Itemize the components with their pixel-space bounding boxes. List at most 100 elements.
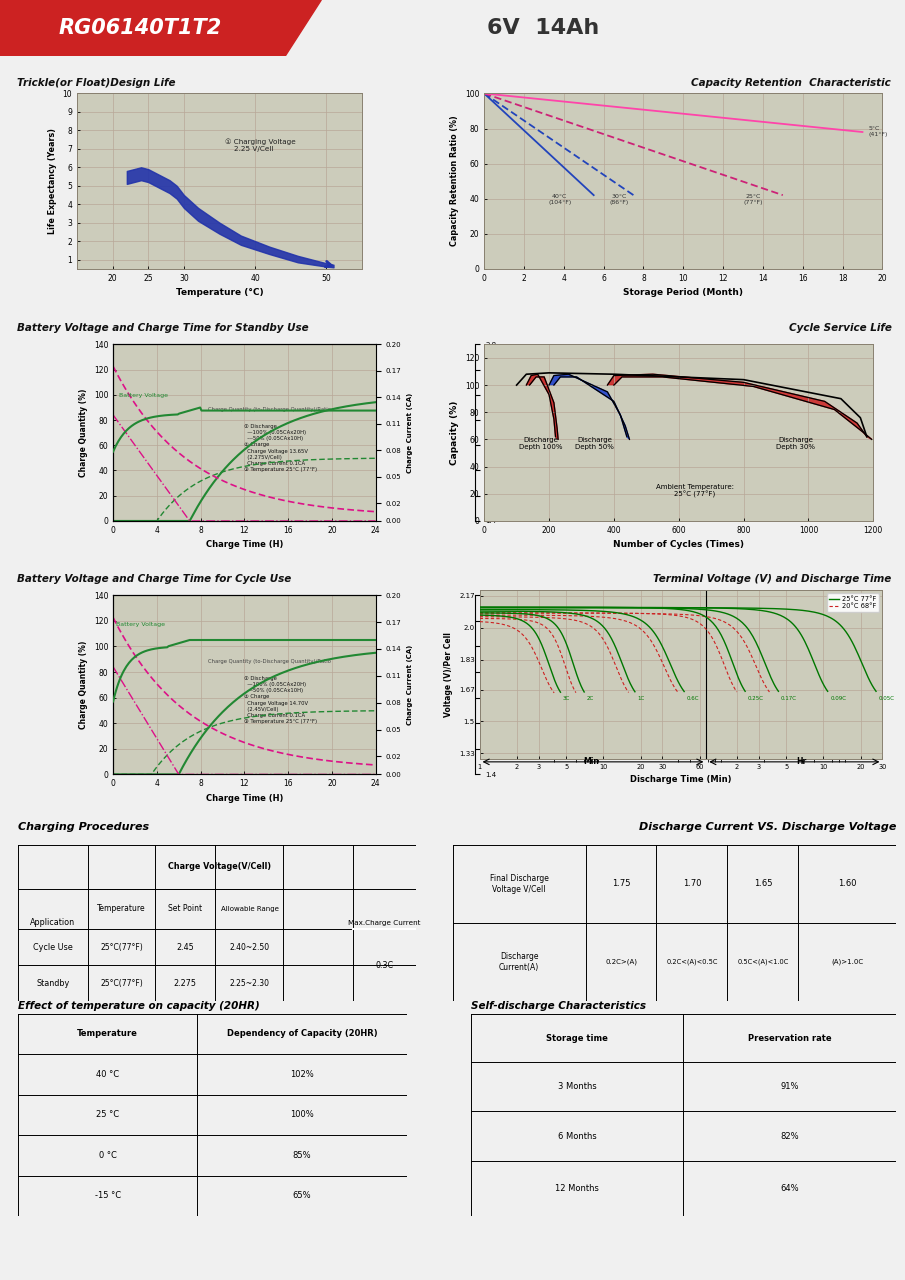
Text: 6V  14Ah: 6V 14Ah [487,18,599,38]
Text: 91%: 91% [780,1082,799,1091]
Text: 85%: 85% [293,1151,311,1160]
Text: 2.275: 2.275 [174,978,197,987]
Text: 0.2C>(A): 0.2C>(A) [605,959,637,965]
Text: Max.Charge Current: Max.Charge Current [348,920,421,925]
X-axis label: Storage Period (Month): Storage Period (Month) [624,288,743,297]
Text: Discharge
Depth 50%: Discharge Depth 50% [575,436,614,451]
Text: 0.05C: 0.05C [879,696,895,701]
Text: 40°C
(104°F): 40°C (104°F) [548,195,571,205]
Text: 82%: 82% [780,1132,799,1140]
Y-axis label: Charge Quantity (%): Charge Quantity (%) [80,640,88,730]
Y-axis label: Charge Quantity (%): Charge Quantity (%) [80,388,88,477]
Y-axis label: Charge Current (CA): Charge Current (CA) [406,645,413,724]
Y-axis label: Life Expectancy (Years): Life Expectancy (Years) [48,128,57,234]
X-axis label: Discharge Time (Min): Discharge Time (Min) [630,776,732,785]
Text: Cycle Use: Cycle Use [33,942,72,951]
Text: 64%: 64% [780,1184,799,1193]
Y-axis label: Capacity (%): Capacity (%) [451,401,459,465]
Text: Self-discharge Characteristics: Self-discharge Characteristics [471,1001,645,1011]
Text: Final Discharge
Voltage V/Cell: Final Discharge Voltage V/Cell [490,874,548,893]
Text: Charging Procedures: Charging Procedures [18,822,149,832]
Text: 40 °C: 40 °C [96,1070,119,1079]
Text: 2C: 2C [586,696,594,701]
Text: 0.3C: 0.3C [376,960,394,969]
X-axis label: Charge Time (H): Charge Time (H) [205,540,283,549]
Text: Set Point: Set Point [168,905,203,914]
Text: Allowable Range: Allowable Range [221,906,279,911]
Text: 1.75: 1.75 [612,879,630,888]
Text: Preservation rate: Preservation rate [748,1033,832,1042]
Polygon shape [527,374,558,439]
Text: Discharge
Current(A): Discharge Current(A) [499,952,539,972]
Text: 0.25C: 0.25C [748,696,764,701]
Y-axis label: Voltage (V)/Per Cell: Voltage (V)/Per Cell [444,632,453,717]
Text: Terminal Voltage (V) and Discharge Time: Terminal Voltage (V) and Discharge Time [653,575,891,585]
Text: 102%: 102% [291,1070,314,1079]
Text: Trickle(or Float)Design Life: Trickle(or Float)Design Life [16,78,176,87]
Text: Cycle Service Life: Cycle Service Life [789,324,891,333]
Legend: 25°C 77°F, 20°C 68°F: 25°C 77°F, 20°C 68°F [827,594,879,612]
Text: 1C: 1C [637,696,645,701]
Text: ① Discharge
  —100% (0.05CAx20H)
  ---50% (0.05CAx10H)
② Charge
  Charge Voltage: ① Discharge —100% (0.05CAx20H) ---50% (0… [244,424,318,472]
Text: Charge Quantity (to-Discharge Quantity)/Ratio: Charge Quantity (to-Discharge Quantity)/… [207,659,330,664]
X-axis label: Charge Time (H): Charge Time (H) [205,794,283,803]
Text: -15 °C: -15 °C [94,1192,120,1201]
Text: Ambient Temperature:
25°C (77°F): Ambient Temperature: 25°C (77°F) [656,484,734,498]
Text: Capacity Retention  Characteristic: Capacity Retention Characteristic [691,78,891,87]
Text: Standby: Standby [36,978,70,987]
Text: 3 Months: 3 Months [557,1082,596,1091]
Text: Discharge
Depth 30%: Discharge Depth 30% [776,436,815,451]
Text: 25°C(77°F): 25°C(77°F) [100,942,143,951]
Text: Temperature: Temperature [98,905,146,914]
Text: ① Discharge
  —100% (0.05CAx20H)
  ---50% (0.05CAx10H)
② Charge
  Charge Voltage: ① Discharge —100% (0.05CAx20H) ---50% (0… [244,676,318,724]
Text: Battery Voltage: Battery Voltage [119,393,167,398]
Text: 12 Months: 12 Months [555,1184,599,1193]
Text: 1.65: 1.65 [754,879,772,888]
Text: Charge Quantity (to-Discharge Quantity)/Ratio: Charge Quantity (to-Discharge Quantity)/… [207,407,330,412]
Text: Application: Application [30,918,75,928]
Text: Effect of temperature on capacity (20HR): Effect of temperature on capacity (20HR) [18,1001,260,1011]
Y-axis label: Battery Voltage (V)/Per Cell: Battery Voltage (V)/Per Cell [502,381,508,484]
Text: Hr: Hr [796,758,806,767]
Text: 0.2C<(A)<0.5C: 0.2C<(A)<0.5C [666,959,718,965]
Text: Discharge Current VS. Discharge Voltage: Discharge Current VS. Discharge Voltage [639,822,896,832]
Text: 1.60: 1.60 [838,879,856,888]
Y-axis label: Charge Current (CA): Charge Current (CA) [406,393,413,472]
Text: 0.6C: 0.6C [687,696,700,701]
X-axis label: Number of Cycles (Times): Number of Cycles (Times) [614,540,744,549]
Text: Battery Voltage and Charge Time for Cycle Use: Battery Voltage and Charge Time for Cycl… [17,575,291,585]
X-axis label: Temperature (°C): Temperature (°C) [176,288,263,297]
Text: 5°C
(41°F): 5°C (41°F) [869,125,888,137]
Text: 25°C(77°F): 25°C(77°F) [100,978,143,987]
Text: 65%: 65% [293,1192,311,1201]
Text: Battery Voltage: Battery Voltage [117,622,166,627]
Text: 2.25~2.30: 2.25~2.30 [230,978,270,987]
Text: 25 °C: 25 °C [96,1110,119,1120]
Polygon shape [549,374,630,439]
Text: RG06140T1T2: RG06140T1T2 [59,18,222,38]
Text: Min: Min [584,758,599,767]
Polygon shape [607,374,872,439]
Text: 6 Months: 6 Months [557,1132,596,1140]
Text: 0.5C<(A)<1.0C: 0.5C<(A)<1.0C [738,959,788,965]
Text: 0.17C: 0.17C [781,696,797,701]
Text: 30°C
(86°F): 30°C (86°F) [610,195,629,205]
Text: 0 °C: 0 °C [99,1151,117,1160]
Text: 100%: 100% [291,1110,314,1120]
Y-axis label: Battery Voltage (V)/Per Cell: Battery Voltage (V)/Per Cell [502,634,508,736]
Text: Dependency of Capacity (20HR): Dependency of Capacity (20HR) [227,1029,377,1038]
Text: Storage time: Storage time [546,1033,608,1042]
Text: Temperature: Temperature [77,1029,138,1038]
Text: 0.09C: 0.09C [830,696,846,701]
Text: 1.70: 1.70 [682,879,701,888]
Text: 2.45: 2.45 [176,942,195,951]
Polygon shape [0,0,321,56]
Text: (A)>1.0C: (A)>1.0C [831,959,863,965]
Text: Battery Voltage and Charge Time for Standby Use: Battery Voltage and Charge Time for Stan… [17,324,309,333]
Text: Charge Voltage(V/Cell): Charge Voltage(V/Cell) [167,863,271,872]
Text: 3C: 3C [563,696,570,701]
Text: Discharge
Depth 100%: Discharge Depth 100% [519,436,563,451]
Text: 2.40~2.50: 2.40~2.50 [230,942,270,951]
Text: 25°C
(77°F): 25°C (77°F) [743,195,763,205]
Y-axis label: Capacity Retention Ratio (%): Capacity Retention Ratio (%) [451,115,459,247]
